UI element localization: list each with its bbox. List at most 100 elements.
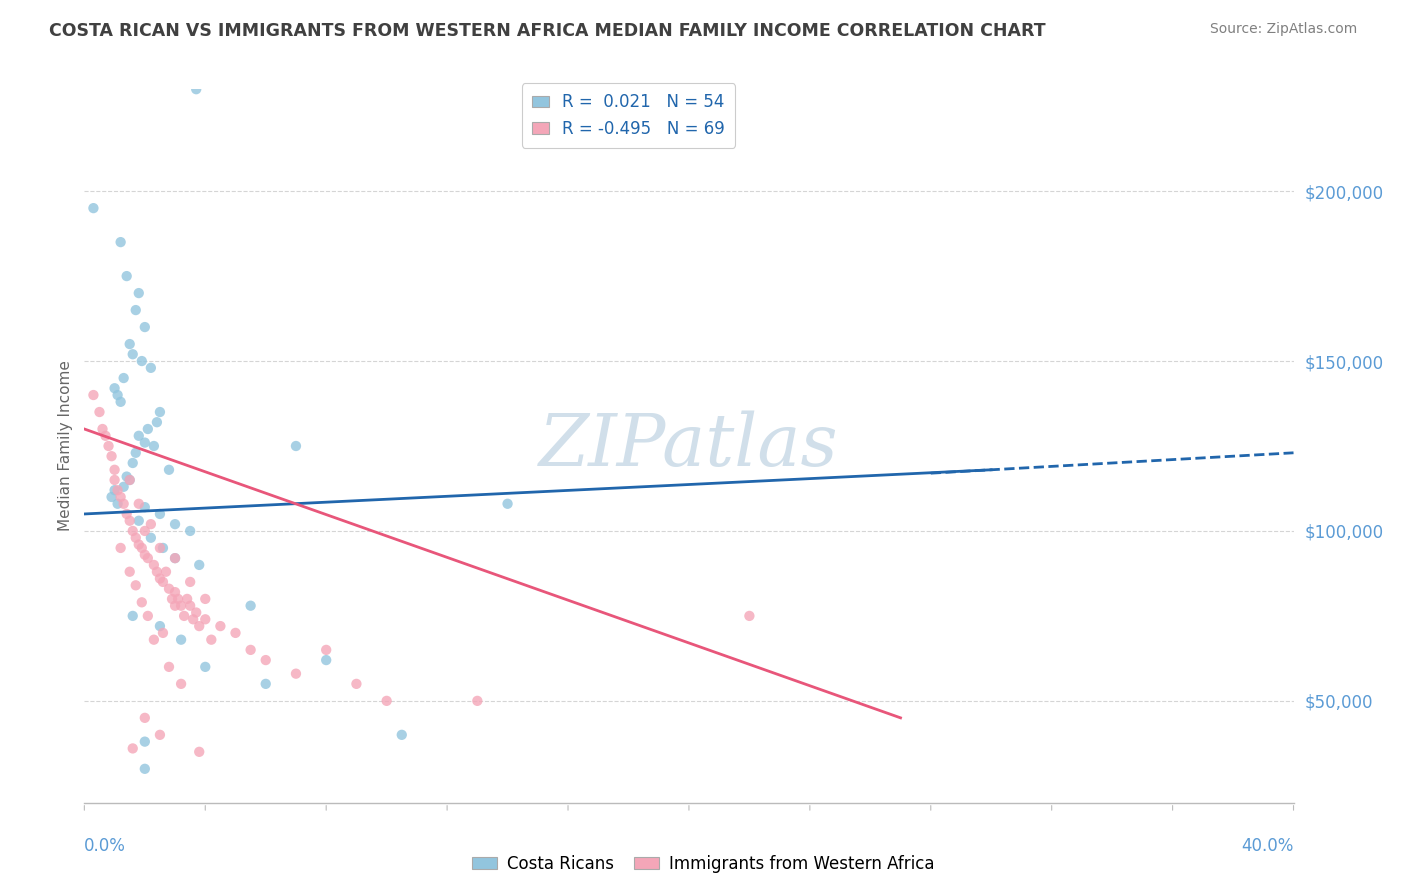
Point (738, 608, 761, 623)
Point (149, 541, 172, 555)
Point (134, 500, 156, 515)
Point (104, 473, 127, 487)
Point (121, 524, 143, 538)
Point (209, 619, 232, 633)
Point (82, 201, 104, 215)
Point (121, 741, 143, 756)
Point (131, 354, 153, 368)
Text: 0.0%: 0.0% (84, 837, 127, 855)
Point (142, 439, 165, 453)
Point (146, 415, 169, 429)
Point (112, 480, 135, 494)
Point (104, 483, 127, 498)
Point (118, 337, 141, 351)
Point (125, 578, 148, 592)
Point (134, 734, 156, 748)
Point (112, 497, 135, 511)
Point (110, 235, 132, 249)
Point (254, 677, 277, 691)
Point (142, 632, 165, 647)
Legend: R =  0.021   N = 54, R = -0.495   N = 69: R = 0.021 N = 54, R = -0.495 N = 69 (522, 83, 735, 147)
Point (125, 531, 148, 545)
Point (121, 608, 143, 623)
Point (142, 558, 165, 572)
Point (118, 473, 141, 487)
Text: COSTA RICAN VS IMMIGRANTS FROM WESTERN AFRICA MEDIAN FAMILY INCOME CORRELATION C: COSTA RICAN VS IMMIGRANTS FROM WESTERN A… (49, 22, 1046, 40)
Point (188, 558, 211, 572)
Point (186, 82, 208, 96)
Point (157, 660, 180, 674)
Point (194, 591, 217, 606)
Text: 40.0%: 40.0% (1241, 837, 1294, 855)
Point (97, 439, 120, 453)
Point (149, 507, 172, 521)
Point (100, 490, 122, 504)
Point (89, 405, 111, 419)
Point (118, 514, 141, 528)
Point (165, 517, 187, 532)
Point (254, 653, 277, 667)
Text: Source: ZipAtlas.com: Source: ZipAtlas.com (1209, 22, 1357, 37)
Point (186, 606, 208, 620)
Point (121, 347, 143, 361)
Point (104, 381, 127, 395)
Point (157, 463, 180, 477)
Point (160, 591, 183, 606)
Point (91, 422, 114, 436)
Point (104, 463, 127, 477)
Point (173, 608, 195, 623)
Point (165, 585, 187, 599)
Point (167, 591, 190, 606)
Point (139, 531, 162, 545)
Point (134, 524, 156, 538)
Point (496, 497, 519, 511)
Point (146, 565, 169, 579)
Point (152, 541, 174, 555)
Point (165, 599, 187, 613)
Point (136, 551, 159, 566)
Point (315, 643, 337, 657)
Point (100, 449, 122, 463)
Point (188, 745, 211, 759)
Point (155, 565, 177, 579)
Point (94, 429, 117, 443)
Point (118, 565, 141, 579)
Point (134, 548, 156, 562)
Point (391, 728, 413, 742)
Point (107, 497, 129, 511)
Point (134, 320, 156, 334)
Point (179, 574, 201, 589)
Point (121, 456, 143, 470)
Point (112, 371, 135, 385)
Point (149, 572, 172, 586)
Point (128, 286, 150, 301)
Y-axis label: Median Family Income: Median Family Income (58, 360, 73, 532)
Point (285, 666, 308, 681)
Point (115, 469, 138, 483)
Point (136, 422, 159, 436)
Point (131, 595, 153, 609)
Point (131, 541, 153, 555)
Point (165, 551, 187, 566)
Point (125, 303, 148, 318)
Point (110, 394, 132, 409)
Point (179, 599, 201, 613)
Point (170, 599, 193, 613)
Point (157, 582, 180, 596)
Point (118, 473, 141, 487)
Point (107, 388, 129, 402)
Point (134, 711, 156, 725)
Point (200, 632, 222, 647)
Point (139, 517, 162, 532)
Point (152, 574, 174, 589)
Point (315, 653, 337, 667)
Point (225, 626, 247, 640)
Point (181, 612, 204, 626)
Point (239, 599, 262, 613)
Point (110, 490, 132, 504)
Point (467, 694, 489, 708)
Point (125, 446, 148, 460)
Point (128, 514, 150, 528)
Point (285, 439, 308, 453)
Point (149, 405, 172, 419)
